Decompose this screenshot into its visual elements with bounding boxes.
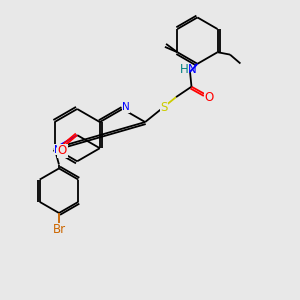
Text: O: O [58,144,67,158]
Text: O: O [205,91,214,103]
Text: S: S [160,101,168,114]
Text: Br: Br [52,224,66,236]
Text: N: N [188,63,197,76]
Text: N: N [122,103,130,112]
Text: H: H [180,63,189,76]
Text: N: N [54,145,62,155]
